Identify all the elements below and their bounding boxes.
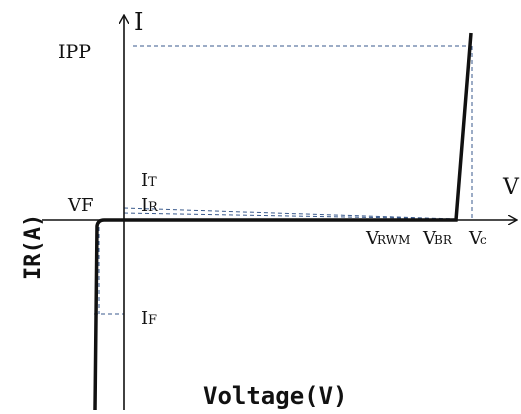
if-label-sub: F (148, 313, 157, 328)
vbr-label-main: V (422, 228, 437, 249)
vc-label-sub: c (480, 233, 487, 247)
it-guide-line (123, 207, 457, 220)
vrwm-label-main: V (365, 228, 380, 249)
it-label-sub: T (148, 175, 157, 190)
ir-label-sub: R (148, 200, 159, 215)
x-axis-label: V (502, 175, 520, 200)
ir-amps-axis-label: IR(A) (21, 214, 46, 280)
it-label-main: I (141, 170, 148, 191)
vbr-label-sub: BR (434, 233, 453, 247)
reverse-curve (124, 32, 473, 222)
vc-label-main: V (468, 228, 483, 249)
vrwm-label-sub: RWM (377, 233, 410, 247)
vf-label: VF (67, 195, 94, 216)
ir-label-main: I (141, 195, 148, 216)
forward-curve (93, 218, 124, 411)
y-axis-label: I (134, 8, 143, 36)
if-label-main: I (141, 308, 148, 329)
voltage-axis-label: Voltage(V) (203, 382, 348, 410)
ipp-label: IPP (58, 41, 91, 63)
ir-guide-line (123, 212, 457, 220)
